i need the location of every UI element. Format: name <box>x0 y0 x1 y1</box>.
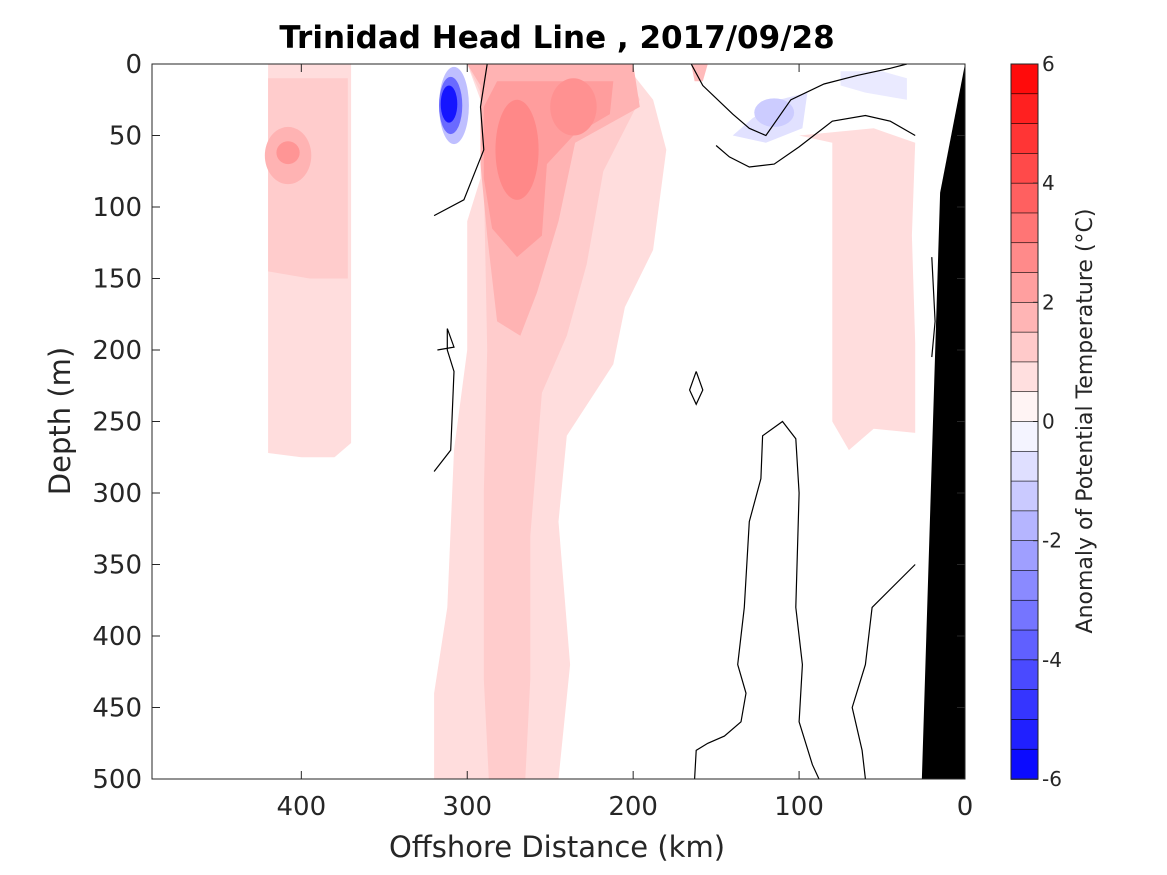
x-axis-label: Offshore Distance (km) <box>389 830 725 864</box>
colorbar-level <box>1010 242 1039 274</box>
warm-core-inner <box>495 99 539 200</box>
colorbar-level <box>1010 748 1039 780</box>
warm-core-east <box>550 78 597 136</box>
colorbar-tick-label: -6 <box>1042 767 1062 791</box>
cool-surface-patch <box>840 71 907 100</box>
cool-patch-core <box>754 98 795 127</box>
colorbar-level <box>1010 361 1039 393</box>
y-tick-label: 300 <box>92 479 142 509</box>
colorbar-level <box>1010 63 1039 95</box>
colorbar-level <box>1010 570 1039 602</box>
zero-contour-lines <box>433 64 936 779</box>
zero-contour-nearshore <box>851 564 916 779</box>
y-tick-label: 350 <box>92 551 142 581</box>
x-tick-label: 0 <box>957 792 974 822</box>
colorbar-level <box>1010 689 1039 721</box>
y-tick-label: 50 <box>109 122 142 152</box>
colorbar-level <box>1010 540 1039 572</box>
colorbar-level <box>1010 272 1039 304</box>
zero-contour-surface <box>690 64 908 137</box>
colorbar-label: Anomaly of Potential Temperature (°C) <box>1073 209 1098 634</box>
y-tick-label: 150 <box>92 265 142 295</box>
colorbar-level <box>1010 182 1039 214</box>
colorbar-level <box>1010 450 1039 482</box>
colorbar-level <box>1010 510 1039 542</box>
colorbar-level <box>1010 659 1039 691</box>
colorbar-level <box>1010 421 1039 453</box>
x-tick-label: 200 <box>608 792 658 822</box>
cold-core-inner <box>440 85 458 123</box>
y-axis: 0 50 100 150 200 250 300 350 400 450 500 <box>92 50 965 795</box>
zero-contour-band <box>694 420 820 779</box>
x-tick-label: 100 <box>774 792 824 822</box>
y-tick-label: 100 <box>92 193 142 223</box>
zero-contour-cold-core <box>433 64 488 217</box>
nearshore-white-zone <box>774 421 833 779</box>
colorbar-level <box>1010 302 1039 333</box>
contour-fills <box>264 64 916 779</box>
colorbar-level <box>1010 480 1039 512</box>
colorbar-tick-label: 6 <box>1042 52 1055 76</box>
surface-warm-patch <box>691 64 708 82</box>
colorbar-level <box>1010 93 1039 125</box>
zero-contour-ring <box>688 371 704 406</box>
colorbar-level <box>1010 212 1039 244</box>
y-tick-label: 0 <box>125 50 142 80</box>
offshore-warm-center <box>276 141 300 165</box>
nearshore-warm-band <box>799 128 916 451</box>
bathymetry <box>921 64 965 779</box>
colorbar-level <box>1010 599 1039 631</box>
colorbar-tick-label: 0 <box>1042 410 1055 434</box>
x-tick-label: 300 <box>442 792 492 822</box>
colorbar-tick-label: 2 <box>1042 290 1055 314</box>
colorbar-level <box>1010 391 1039 423</box>
zero-contour-shelf <box>931 257 936 358</box>
y-tick-label: 400 <box>92 622 142 652</box>
colorbar-level <box>1010 629 1039 661</box>
colorbar-level <box>1010 123 1039 155</box>
colorbar-level <box>1010 331 1039 363</box>
colorbar-level <box>1010 719 1039 751</box>
y-tick-label: 200 <box>92 336 142 366</box>
bathymetry-shape <box>921 64 965 779</box>
x-tick-label: 400 <box>277 792 327 822</box>
zero-contour-west <box>433 328 455 472</box>
colorbar: 6 4 2 0 -2 -4 -6 <box>1010 52 1062 791</box>
colorbar-tick-label: -4 <box>1042 648 1062 672</box>
colorbar-level <box>1010 153 1039 184</box>
zero-contour-cool <box>715 114 916 168</box>
chart-title: Trinidad Head Line , 2017/09/28 <box>279 20 834 56</box>
colorbar-tick-label: 4 <box>1042 171 1055 195</box>
y-tick-label: 500 <box>92 765 142 795</box>
colorbar-tick-label: -2 <box>1042 529 1062 553</box>
y-tick-label: 250 <box>92 408 142 438</box>
y-tick-label: 450 <box>92 694 142 724</box>
y-axis-label: Depth (m) <box>43 347 77 495</box>
x-axis: 400 300 200 100 0 <box>277 64 974 822</box>
